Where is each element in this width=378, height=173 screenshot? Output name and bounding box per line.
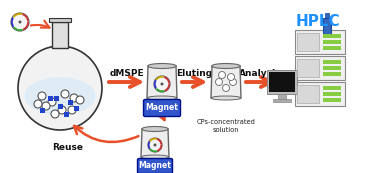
Bar (323, 92, 341, 96)
Circle shape (228, 74, 234, 80)
Bar (325, 13, 329, 18)
Circle shape (34, 100, 42, 108)
Circle shape (58, 106, 66, 114)
Bar (68, 99, 73, 104)
Text: dMSPE: dMSPE (109, 69, 144, 78)
Bar (269, 72, 295, 92)
Circle shape (51, 110, 59, 118)
Circle shape (19, 20, 22, 24)
Circle shape (38, 92, 46, 100)
Bar (323, 18, 331, 34)
Bar (278, 94, 286, 99)
Text: Reuse: Reuse (53, 143, 84, 153)
Circle shape (229, 79, 237, 85)
Bar (297, 59, 319, 77)
Circle shape (153, 143, 156, 147)
Bar (323, 66, 341, 70)
Circle shape (161, 83, 164, 85)
Text: Eluting: Eluting (177, 69, 212, 78)
Bar (323, 40, 341, 44)
Ellipse shape (147, 96, 177, 100)
Circle shape (61, 90, 69, 98)
Bar (297, 33, 319, 51)
Bar (267, 70, 297, 94)
Bar (57, 103, 62, 108)
Ellipse shape (24, 77, 96, 115)
Text: CPs-concentrated
solution: CPs-concentrated solution (197, 119, 256, 133)
Bar (54, 95, 59, 101)
Text: Analysis: Analysis (239, 69, 282, 78)
Circle shape (68, 106, 76, 114)
Ellipse shape (141, 155, 169, 159)
Circle shape (223, 84, 229, 92)
Bar (64, 112, 68, 116)
Bar (323, 98, 341, 102)
Circle shape (18, 46, 102, 130)
Ellipse shape (148, 63, 176, 69)
Polygon shape (211, 66, 241, 98)
Ellipse shape (212, 63, 240, 69)
Bar (323, 72, 341, 76)
Circle shape (215, 79, 223, 85)
Bar (273, 99, 291, 102)
Circle shape (76, 96, 84, 104)
FancyBboxPatch shape (138, 158, 172, 173)
Circle shape (148, 138, 162, 152)
Text: Magnet: Magnet (139, 162, 172, 171)
Circle shape (11, 13, 29, 31)
Bar (323, 46, 341, 50)
Bar (39, 107, 45, 112)
Circle shape (42, 102, 50, 110)
Circle shape (154, 76, 170, 92)
FancyBboxPatch shape (144, 99, 181, 116)
Ellipse shape (211, 96, 241, 100)
Bar (295, 30, 345, 54)
Circle shape (48, 98, 56, 106)
Bar (323, 60, 341, 64)
Circle shape (218, 71, 226, 79)
Text: Magnet: Magnet (146, 103, 178, 112)
Bar (49, 18, 71, 22)
Ellipse shape (142, 126, 168, 131)
Bar (48, 95, 53, 101)
Bar (73, 106, 79, 111)
Polygon shape (147, 66, 177, 98)
Polygon shape (141, 129, 169, 157)
Circle shape (70, 94, 78, 102)
Bar (295, 82, 345, 106)
Bar (297, 85, 319, 103)
Bar (295, 56, 345, 80)
Bar (323, 86, 341, 90)
Bar (52, 22, 68, 48)
Bar (323, 34, 341, 38)
Text: HPLC: HPLC (296, 15, 340, 30)
